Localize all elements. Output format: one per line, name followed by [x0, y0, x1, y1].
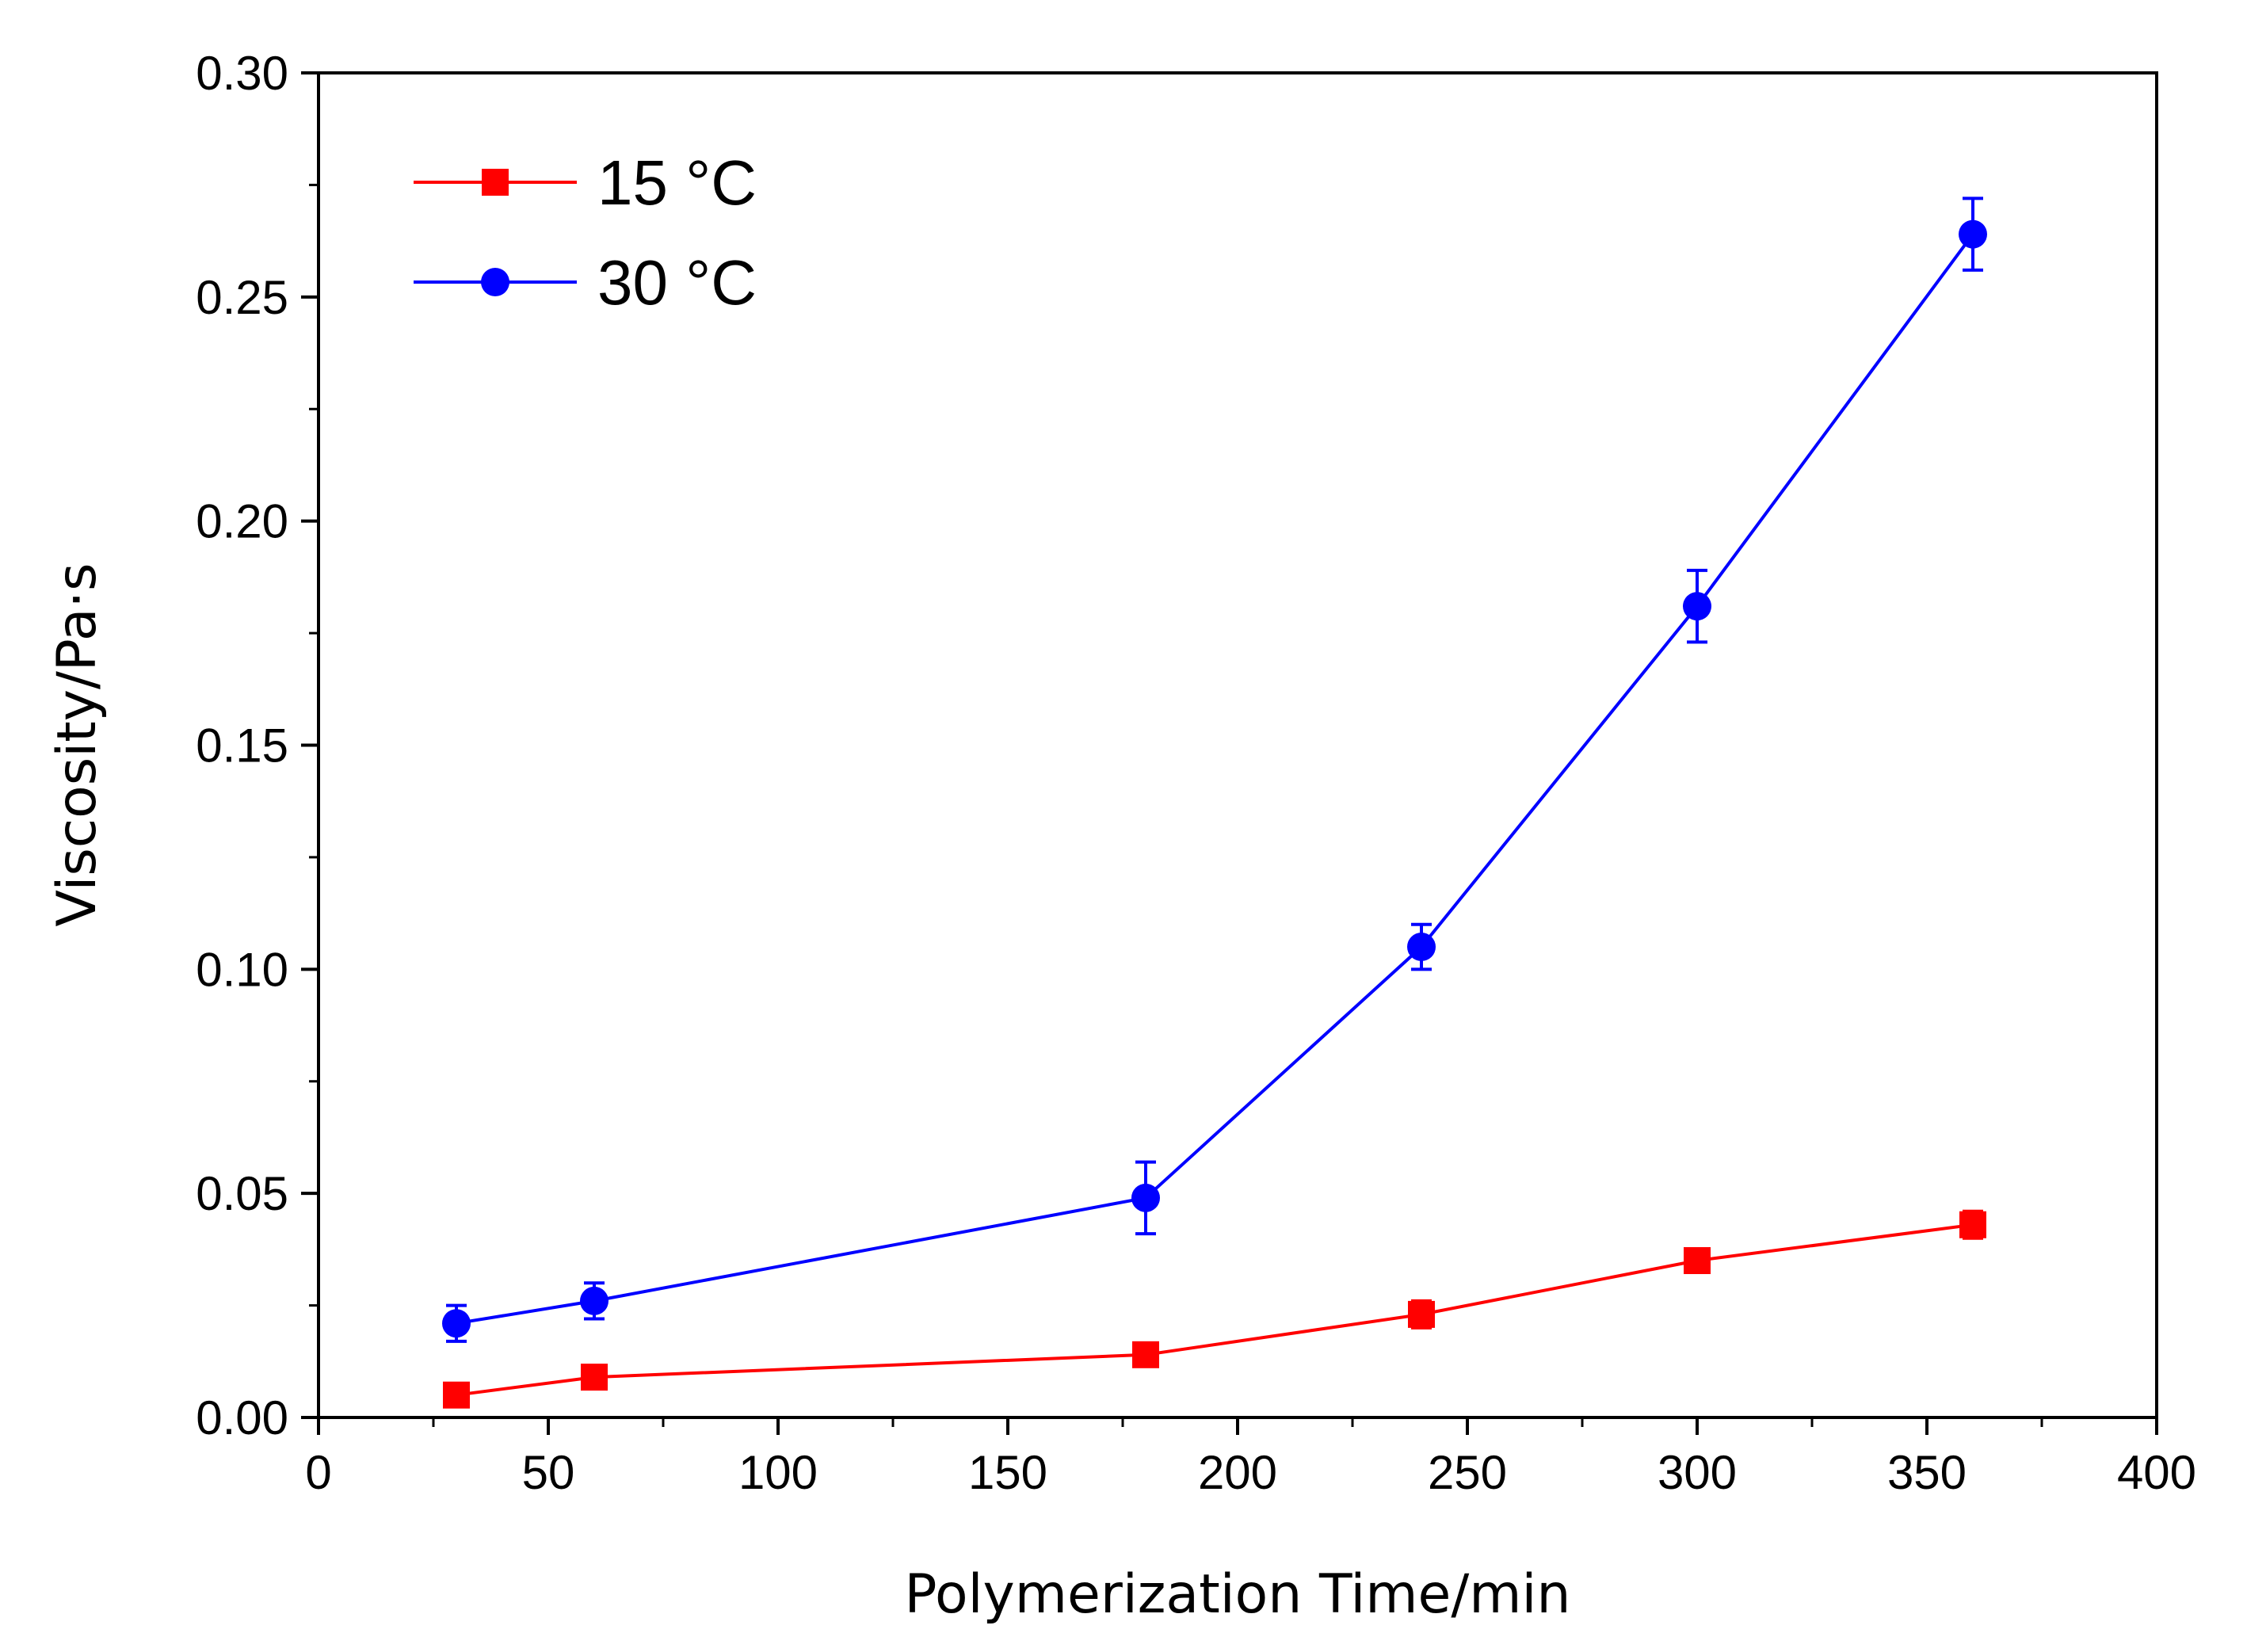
y-tick-label: 0.20 — [196, 495, 288, 548]
x-tick-label: 100 — [738, 1446, 818, 1499]
x-tick-label: 250 — [1428, 1446, 1507, 1499]
y-tick-label: 0.10 — [196, 943, 288, 996]
data-point — [442, 1309, 471, 1338]
data-point — [1131, 1183, 1160, 1212]
x-tick-label: 50 — [522, 1446, 575, 1499]
y-tick-label: 0.05 — [196, 1167, 288, 1220]
series-layer — [442, 196, 1987, 1409]
legend-item: 30 °C — [414, 247, 757, 318]
data-point — [581, 1364, 608, 1391]
legend-label: 15 °C — [597, 147, 757, 218]
y-tick-label: 0.25 — [196, 271, 288, 324]
x-tick-label: 400 — [2117, 1446, 2196, 1499]
legend-marker — [481, 268, 509, 296]
series-0 — [443, 1209, 1986, 1409]
x-tick-label: 200 — [1198, 1446, 1277, 1499]
data-point — [1407, 933, 1436, 962]
y-tick-label: 0.30 — [196, 47, 288, 100]
x-tick-label: 350 — [1887, 1446, 1967, 1499]
series-1 — [442, 196, 1987, 1343]
x-tick-label: 150 — [968, 1446, 1047, 1499]
data-point — [1408, 1300, 1435, 1328]
y-axis-ticks: 0.00 0.05 0.10 0.15 0.20 0.25 0.30 — [196, 47, 319, 1444]
x-tick-label: 0 — [305, 1446, 331, 1499]
series-line — [456, 233, 1974, 1326]
x-tick-label: 300 — [1658, 1446, 1737, 1499]
legend-label: 30 °C — [597, 247, 757, 318]
y-tick-label: 0.00 — [196, 1391, 288, 1444]
y-axis-title: Viscosity/Pa·s — [46, 563, 109, 926]
data-point — [1132, 1341, 1159, 1368]
legend-item: 15 °C — [414, 147, 757, 218]
x-axis-title: Polymerization Time/min — [904, 1563, 1570, 1626]
series-line — [456, 1223, 1974, 1397]
data-point — [443, 1381, 470, 1409]
data-point — [1959, 1211, 1986, 1238]
data-point — [1959, 219, 1987, 249]
legend-marker — [482, 169, 509, 196]
legend: 15 °C 30 °C — [414, 147, 757, 318]
data-point — [1683, 592, 1711, 621]
data-point — [1684, 1247, 1711, 1275]
data-point — [580, 1286, 608, 1315]
y-tick-label: 0.15 — [196, 719, 288, 773]
x-axis-ticks: 0 50 100 150 200 250 300 350 400 — [305, 1417, 2196, 1499]
